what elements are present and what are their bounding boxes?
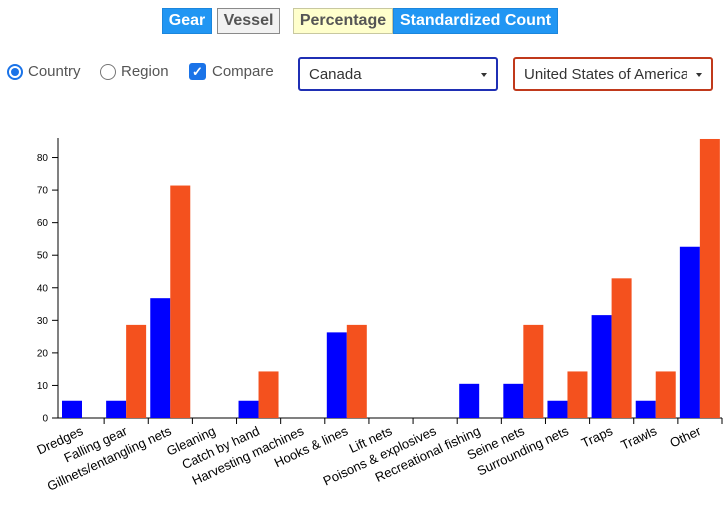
compare-option[interactable]: ✓ Compare (189, 63, 274, 80)
region-label: Region (121, 63, 169, 80)
bar-series-a (679, 246, 700, 418)
x-tick-label: Other (667, 423, 703, 451)
x-tick-label: Traps (579, 423, 615, 451)
bar-series-b (699, 138, 720, 418)
bar-series-b (611, 278, 632, 418)
country-label: Country (28, 63, 81, 80)
y-tick-label: 10 (37, 381, 49, 392)
y-tick-label: 60 (37, 218, 49, 229)
percentage-button[interactable]: Percentage (293, 8, 393, 34)
bar-series-b (258, 371, 279, 418)
vessel-button[interactable]: Vessel (217, 8, 280, 34)
bar-series-a (503, 383, 524, 418)
bar-series-b (346, 324, 367, 418)
bar-series-a (150, 298, 171, 418)
y-tick-label: 30 (37, 316, 49, 327)
bar-series-a (591, 315, 612, 418)
primary-country-select[interactable]: Canada (298, 57, 498, 91)
compare-label: Compare (212, 63, 274, 80)
secondary-country-select[interactable]: United States of America (513, 57, 713, 91)
bar-series-a (106, 400, 127, 418)
bar-series-b (567, 371, 588, 418)
bar-series-a (459, 383, 480, 418)
gear-button[interactable]: Gear (162, 8, 212, 34)
primary-country-value: Canada (309, 65, 362, 83)
x-tick-label: Trawls (618, 423, 659, 453)
secondary-country-value: United States of America (524, 65, 687, 83)
bar-series-b (523, 324, 544, 418)
compare-checkbox[interactable]: ✓ (189, 63, 206, 80)
y-tick-label: 80 (37, 153, 49, 164)
bar-series-a (635, 400, 656, 418)
y-tick-label: 20 (37, 348, 49, 359)
y-tick-label: 70 (37, 186, 49, 197)
region-option[interactable]: Region (100, 63, 169, 80)
y-tick-label: 0 (42, 414, 48, 425)
bar-series-b (655, 371, 676, 418)
chevron-down-icon (481, 73, 487, 77)
standardized-count-button[interactable]: Standardized Count (393, 8, 558, 34)
region-radio[interactable] (100, 63, 116, 80)
bar-series-a (62, 400, 82, 418)
bar-series-b (170, 185, 191, 418)
bar-series-b (126, 324, 147, 418)
bar-series-a (547, 400, 568, 418)
bar-series-a (238, 400, 259, 418)
y-tick-label: 40 (37, 283, 49, 294)
country-option[interactable]: Country (7, 63, 81, 80)
country-radio[interactable] (7, 63, 23, 80)
chevron-down-icon (696, 73, 702, 77)
y-tick-label: 50 (37, 251, 49, 262)
bar-series-a (326, 332, 347, 418)
